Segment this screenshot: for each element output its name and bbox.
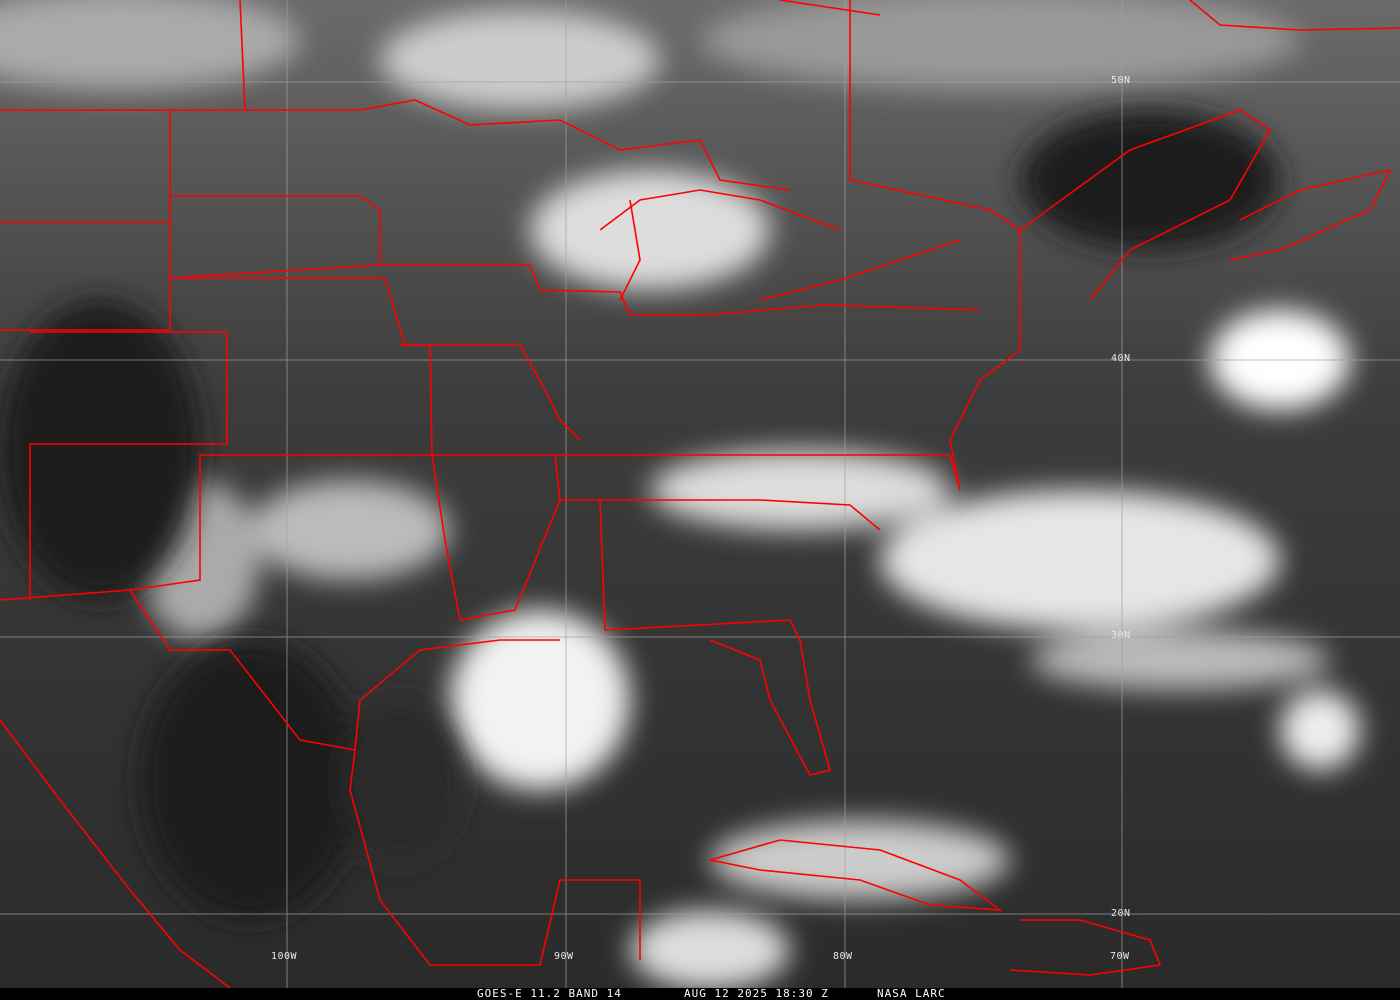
- lat-label-20n: 20N: [1111, 908, 1131, 919]
- lat-label-40n: 40N: [1111, 353, 1131, 364]
- land-darkening: [0, 110, 1280, 920]
- lon-label-80w: 80W: [833, 951, 853, 962]
- clouds: [0, 0, 1360, 990]
- satellite-band-label: GOES-E 11.2 BAND 14: [477, 987, 622, 1000]
- lon-label-70w: 70W: [1110, 951, 1130, 962]
- lat-label-30n: 30N: [1111, 630, 1131, 641]
- lat-label-50n: 50N: [1111, 75, 1131, 86]
- lon-label-90w: 90W: [554, 951, 574, 962]
- credit-label: NASA LARC: [877, 987, 946, 1000]
- lon-label-100w: 100W: [271, 951, 298, 962]
- datetime-label: AUG 12 2025 18:30 Z: [684, 987, 829, 1000]
- caption-bar: GOES-E 11.2 BAND 14 AUG 12 2025 18:30 Z …: [0, 988, 1400, 1000]
